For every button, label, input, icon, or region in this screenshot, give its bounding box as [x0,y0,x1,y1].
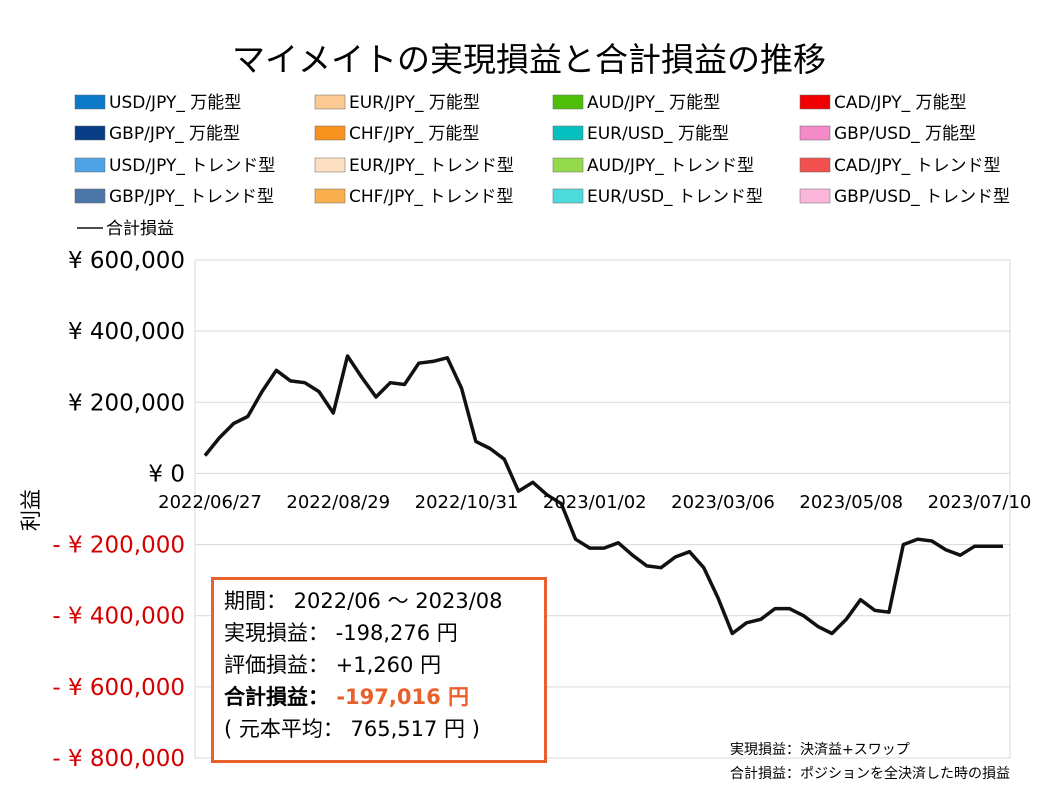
legend-swatch [74,125,106,141]
legend-item: 合計損益 [77,219,174,239]
legend-item: CHF/JPY_ 万能型 [314,124,479,144]
y-axis-title: 利益 [19,489,43,531]
legend-label: EUR/USD_ トレンド型 [587,187,763,207]
legend-item: GBP/USD_ トレンド型 [799,187,1010,207]
x-tick-label: 2023/03/06 [671,492,775,513]
legend-swatch [314,188,346,204]
legend-item: EUR/JPY_ 万能型 [314,93,480,113]
legend-swatch [799,188,831,204]
legend-swatch [314,125,346,141]
legend-item: CAD/JPY_ 万能型 [799,93,967,113]
legend-label: GBP/JPY_ 万能型 [109,124,240,144]
summary-total-value: -197,016 円 [336,685,469,709]
legend-label: AUD/JPY_ 万能型 [587,93,720,113]
y-tick-label: - ¥ 800,000 [52,746,185,772]
total-line-series [203,354,1003,636]
legend-label: GBP/USD_ トレンド型 [834,187,1010,207]
y-tick-label: - ¥ 200,000 [52,533,185,559]
legend-label: GBP/JPY_ トレンド型 [109,187,274,207]
legend-item: USD/JPY_ 万能型 [74,93,241,113]
y-tick-label: ¥ 400,000 [68,319,185,345]
legend-label: AUD/JPY_ トレンド型 [587,156,754,176]
summary-realized: 実現損益： -198,276 円 [224,621,458,645]
legend: USD/JPY_ 万能型 EUR/JPY_ 万能型 AUD/JPY_ 万能型 CAD/… [74,93,1010,239]
legend-swatch [74,94,106,110]
summary-period: 期間： 2022/06 〜 2023/08 [224,589,503,613]
note-realized-definition: 実現損益：決済益+スワップ [730,742,910,758]
legend-swatch [552,94,584,110]
legend-item: GBP/USD_ 万能型 [799,124,976,144]
legend-item: EUR/USD_ トレンド型 [552,187,763,207]
legend-swatch [799,94,831,110]
summary-total-label: 合計損益： [224,685,329,709]
x-tick-label: 2022/06/27 [158,492,262,513]
legend-swatch [799,125,831,141]
x-tick-label: 2022/08/29 [286,492,390,513]
y-tick-label: - ¥ 400,000 [52,604,185,630]
x-axis-ticks: 2022/06/27 2022/08/29 2022/10/31 2023/01/02… [158,492,1031,513]
legend-swatch [74,188,106,204]
y-tick-label: - ¥ 600,000 [52,675,185,701]
y-axis-ticks: ¥ 600,000 ¥ 400,000 ¥ 200,000 ¥ 0 - ¥ 200,00… [52,248,185,772]
legend-label: 合計損益 [106,219,174,239]
legend-swatch [552,125,584,141]
x-tick-label: 2023/05/08 [799,492,903,513]
y-tick-label: ¥ 200,000 [68,390,185,416]
chart-title: マイメイトの実現損益と合計損益の推移 [232,40,826,79]
summary-principal: ( 元本平均： 765,517 円 ) [224,717,480,741]
legend-item: CAD/JPY_ トレンド型 [799,156,1001,176]
legend-label: EUR/JPY_ 万能型 [349,93,480,113]
legend-label: GBP/USD_ 万能型 [834,124,976,144]
legend-swatch [552,157,584,173]
summary-total: 合計損益： -197,016 円 [224,681,544,713]
note-total-definition: 合計損益：ポジションを全決済した時の損益 [730,765,1010,782]
summary-box: 期間： 2022/06 〜 2023/08 実現損益： -198,276 円 評… [211,577,547,763]
legend-label: CHF/JPY_ 万能型 [349,124,479,144]
y-tick-label: ¥ 0 [148,461,185,487]
x-tick-label: 2023/01/02 [543,492,647,513]
legend-item: AUD/JPY_ トレンド型 [552,156,754,176]
legend-label: USD/JPY_ トレンド型 [109,156,275,176]
legend-item: GBP/JPY_ 万能型 [74,124,240,144]
legend-item: EUR/USD_ 万能型 [552,124,729,144]
legend-item: EUR/JPY_ トレンド型 [314,156,514,176]
total-line [203,354,1003,636]
x-tick-label: 2022/10/31 [415,492,519,513]
legend-label: CAD/JPY_ 万能型 [834,93,967,113]
legend-swatch [74,157,106,173]
legend-label: USD/JPY_ 万能型 [109,93,241,113]
legend-label: CHF/JPY_ トレンド型 [349,187,513,207]
legend-swatch [314,94,346,110]
summary-unrealized: 評価損益： +1,260 円 [224,653,442,677]
legend-swatch [799,157,831,173]
legend-item: AUD/JPY_ 万能型 [552,93,720,113]
legend-label: CAD/JPY_ トレンド型 [834,156,1001,176]
legend-swatch [314,157,346,173]
legend-label: EUR/JPY_ トレンド型 [349,156,514,176]
legend-item: USD/JPY_ トレンド型 [74,156,275,176]
legend-swatch [552,188,584,204]
y-tick-label: ¥ 600,000 [68,248,185,274]
legend-item: CHF/JPY_ トレンド型 [314,187,513,207]
legend-label: EUR/USD_ 万能型 [587,124,729,144]
legend-item: GBP/JPY_ トレンド型 [74,187,274,207]
x-tick-label: 2023/07/10 [928,492,1032,513]
